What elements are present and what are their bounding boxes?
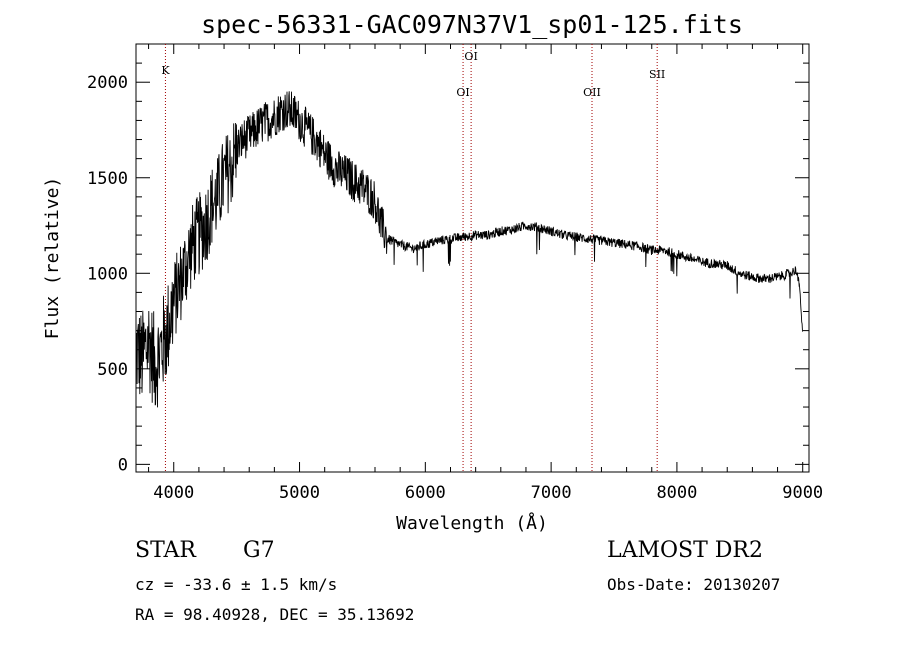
y-tick-label: 500 — [97, 360, 128, 380]
x-tick-label: 8000 — [656, 483, 697, 503]
x-tick-label: 9000 — [782, 483, 823, 503]
object-type: STAR — [135, 538, 196, 563]
x-tick-label: 7000 — [531, 483, 572, 503]
redshift-text: cz = -33.6 ± 1.5 km/s — [135, 575, 338, 594]
y-tick-label: 1500 — [87, 169, 128, 189]
y-tick-label: 1000 — [87, 264, 128, 284]
x-tick-label: 6000 — [405, 483, 446, 503]
spectral-line-label: SII — [649, 68, 665, 81]
spectral-line-label: OI — [464, 50, 477, 63]
plot-frame — [135, 43, 810, 473]
x-tick-label: 4000 — [153, 483, 194, 503]
object-subclass: G7 — [243, 538, 275, 563]
y-tick-label: 2000 — [87, 73, 128, 93]
spectral-line-label: OII — [583, 86, 601, 99]
spectrum-line — [135, 91, 803, 408]
y-axis-label: Flux (relative) — [42, 177, 63, 340]
x-axis-label: Wavelength (Å) — [396, 512, 548, 534]
survey-name: LAMOST DR2 — [607, 538, 763, 563]
spectral-line-label: K — [161, 64, 170, 77]
x-tick-label: 5000 — [279, 483, 320, 503]
chart-title: spec-56331-GAC097N37V1_sp01-125.fits — [201, 10, 743, 39]
coordinates: RA = 98.40928, DEC = 35.13692 — [135, 605, 415, 624]
spectral-line-label: OI — [456, 86, 469, 99]
y-tick-label: 0 — [118, 455, 128, 475]
obs-date: Obs-Date: 20130207 — [607, 575, 781, 594]
